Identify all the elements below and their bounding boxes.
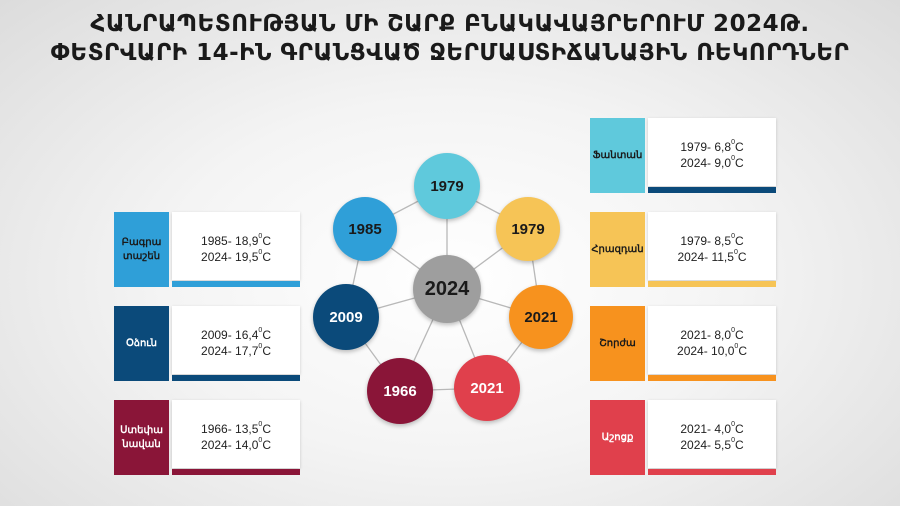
year-node-2021: 2021 xyxy=(509,285,573,349)
record-values: 1966- 13,50C 2024- 14,00C xyxy=(172,400,300,468)
record-values: 1985- 18,90C 2024- 19,50C xyxy=(172,212,300,280)
year-node-1985: 1985 xyxy=(333,197,397,261)
new-record: 2024- 11,50C xyxy=(677,249,747,264)
new-record: 2024- 9,00C xyxy=(680,155,744,170)
record-values: 1979- 6,80C 2024- 9,00C xyxy=(648,118,776,186)
record-card-right-3: Աշոցք 2021- 4,00C 2024- 5,50C xyxy=(590,400,776,475)
new-record: 2024- 17,70C xyxy=(201,343,271,358)
previous-record: 1985- 18,90C xyxy=(201,233,271,248)
previous-record: 2021- 8,00C xyxy=(680,327,744,342)
location-name: Օձուն xyxy=(114,306,169,381)
new-record: 2024- 10,00C xyxy=(677,343,747,358)
center-node-2024: 2024 xyxy=(413,255,481,323)
record-card-right-2: Շորժա 2021- 8,00C 2024- 10,00C xyxy=(590,306,776,381)
location-name: Ստեփա նավան xyxy=(114,400,169,475)
record-values: 2021- 4,00C 2024- 5,50C xyxy=(648,400,776,468)
title-line-1: ՀԱՆՐԱՊԵՏՈՒԹՅԱՆ ՄԻ ՇԱՐՔ ԲՆԱԿԱՎԱՅՐԵՐՈՒՄ 20… xyxy=(90,11,810,37)
page-title: ՀԱՆՐԱՊԵՏՈՒԹՅԱՆ ՄԻ ՇԱՐՔ ԲՆԱԿԱՎԱՅՐԵՐՈՒՄ 20… xyxy=(0,10,900,68)
year-node-1979: 1979 xyxy=(496,197,560,261)
card-accent-bar xyxy=(172,375,300,381)
location-name: Հրազդան xyxy=(590,212,645,287)
card-accent-bar xyxy=(172,469,300,475)
year-node-2009: 2009 xyxy=(313,284,379,350)
previous-record: 1979- 8,50C xyxy=(680,233,744,248)
year-node-1966: 1966 xyxy=(367,358,433,424)
location-name: Աշոցք xyxy=(590,400,645,475)
new-record: 2024- 19,50C xyxy=(201,249,271,264)
card-accent-bar xyxy=(648,375,776,381)
record-values: 2021- 8,00C 2024- 10,00C xyxy=(648,306,776,374)
record-card-right-0: Ֆանտան 1979- 6,80C 2024- 9,00C xyxy=(590,118,776,193)
record-card-right-1: Հրազդան 1979- 8,50C 2024- 11,50C xyxy=(590,212,776,287)
record-values: 1979- 8,50C 2024- 11,50C xyxy=(648,212,776,280)
card-accent-bar xyxy=(648,281,776,287)
new-record: 2024- 14,00C xyxy=(201,437,271,452)
record-card-left-0: Բագրա տաշեն 1985- 18,90C 2024- 19,50C xyxy=(114,212,300,287)
year-node-2021: 2021 xyxy=(454,355,520,421)
previous-record: 1979- 6,80C xyxy=(680,139,744,154)
previous-record: 1966- 13,50C xyxy=(201,421,271,436)
new-record: 2024- 5,50C xyxy=(680,437,744,452)
location-name: Շորժա xyxy=(590,306,645,381)
previous-record: 2021- 4,00C xyxy=(680,421,744,436)
title-line-2: ՓԵՏՐՎԱՐԻ 14-ԻՆ ԳՐԱՆՑՎԱԾ ՋԵՐՄԱՍՏԻՃԱՆԱՅԻՆ … xyxy=(50,40,850,66)
record-values: 2009- 16,40C 2024- 17,70C xyxy=(172,306,300,374)
record-card-left-1: Օձուն 2009- 16,40C 2024- 17,70C xyxy=(114,306,300,381)
card-accent-bar xyxy=(648,187,776,193)
location-name: Ֆանտան xyxy=(590,118,645,193)
record-card-left-2: Ստեփա նավան 1966- 13,50C 2024- 14,00C xyxy=(114,400,300,475)
previous-record: 2009- 16,40C xyxy=(201,327,271,342)
year-node-1979: 1979 xyxy=(414,153,480,219)
card-accent-bar xyxy=(172,281,300,287)
location-name: Բագրա տաշեն xyxy=(114,212,169,287)
card-accent-bar xyxy=(648,469,776,475)
